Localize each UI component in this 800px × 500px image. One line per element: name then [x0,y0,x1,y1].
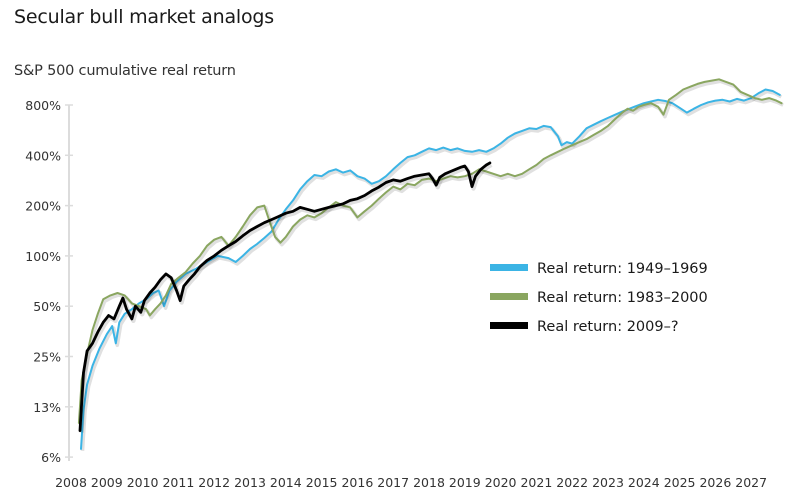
x-tick-label: 2027 [735,475,767,490]
x-tick-label: 2010 [127,475,159,490]
legend-label-0: Real return: 1949–1969 [537,261,708,277]
x-tick-label: 2021 [520,475,552,490]
y-tick-label: 6% [41,450,61,465]
chart-subtitle: S&P 500 cumulative real return [14,63,236,79]
y-tick-label: 25% [33,350,61,365]
y-tick-label: 800% [25,98,61,113]
y-tick-label: 13% [33,400,61,415]
x-tick-label: 2018 [413,475,445,490]
x-tick-label: 2026 [699,475,731,490]
series-shadow [79,163,493,433]
x-tick-label: 2015 [306,475,338,490]
x-tick-label: 2012 [198,475,230,490]
y-tick-label: 400% [25,148,61,163]
legend-label-1: Real return: 1983–2000 [537,290,708,306]
y-tick-label: 200% [25,199,61,214]
x-tick-label: 2013 [234,475,266,490]
x-tick-label: 2020 [485,475,517,490]
x-tick-label: 2008 [55,475,87,490]
x-tick-label: 2023 [592,475,624,490]
legend-swatch-0 [490,264,528,271]
x-tick-label: 2019 [449,475,481,490]
series-line-1 [77,78,783,424]
x-tick-label: 2016 [341,475,373,490]
series-shadow [78,79,784,426]
x-tick-label: 2014 [270,475,302,490]
legend-swatch-1 [490,293,528,300]
x-tick-label: 2009 [91,475,123,490]
x-tick-label: 2017 [377,475,409,490]
chart-title: Secular bull market analogs [14,6,274,28]
legend-swatch-2 [490,322,528,329]
series-line-2 [78,161,492,432]
series-group [77,78,784,452]
y-tick-label: 50% [33,299,61,314]
y-tick-label: 100% [25,249,61,264]
x-tick-label: 2025 [664,475,696,490]
legend-label-2: Real return: 2009–? [537,319,679,335]
x-tick-label: 2011 [162,475,194,490]
x-tick-label: 2022 [556,475,588,490]
axes: 800%400%200%100%50%25%13%6%2008 2009 2010 2… [25,98,767,490]
x-tick-label: 2024 [628,475,660,490]
legend: Real return: 1949–1969 Real return: 1983–… [490,261,708,335]
